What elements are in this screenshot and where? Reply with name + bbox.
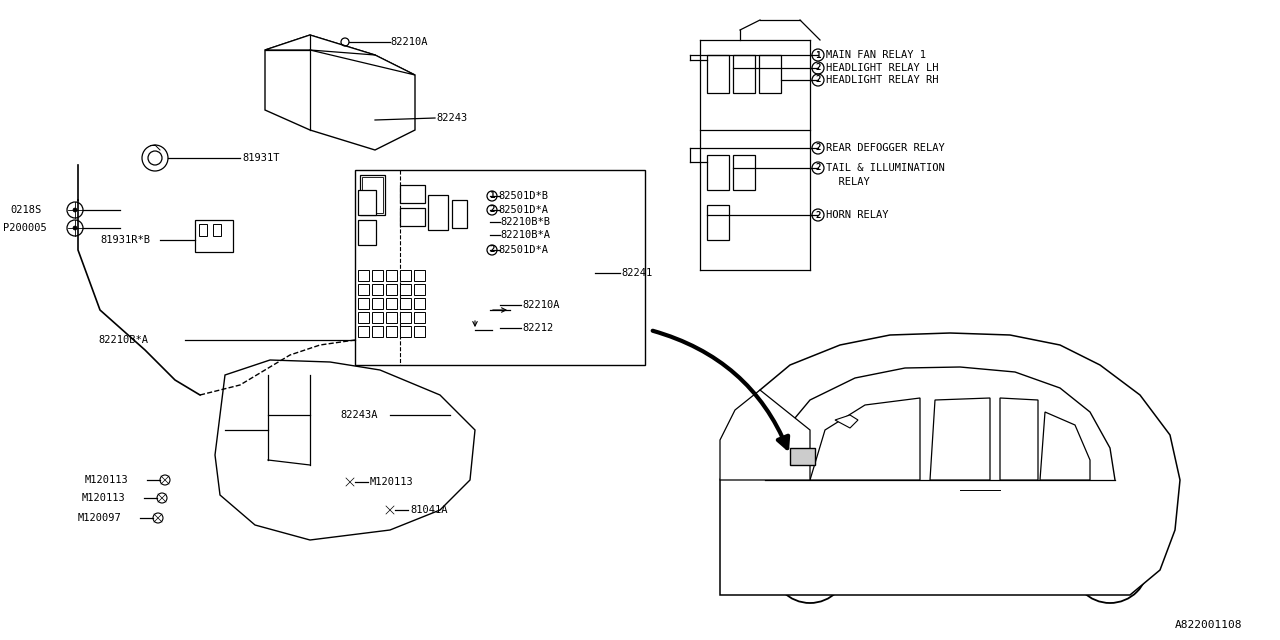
Bar bbox=[358, 298, 369, 309]
Text: 82210A: 82210A bbox=[522, 300, 559, 310]
Bar bbox=[358, 326, 369, 337]
Bar bbox=[452, 200, 467, 228]
Text: 82501D*A: 82501D*A bbox=[498, 245, 548, 255]
Polygon shape bbox=[362, 177, 383, 213]
Text: 82210B*A: 82210B*A bbox=[99, 335, 148, 345]
Bar bbox=[413, 326, 425, 337]
Text: M120097: M120097 bbox=[78, 513, 122, 523]
Bar bbox=[372, 270, 383, 281]
Bar bbox=[387, 312, 397, 323]
Bar bbox=[399, 185, 425, 203]
Bar bbox=[413, 312, 425, 323]
Text: 82241: 82241 bbox=[621, 268, 653, 278]
Text: RELAY: RELAY bbox=[826, 177, 869, 187]
Text: 82210B*A: 82210B*A bbox=[500, 230, 550, 240]
Bar bbox=[358, 312, 369, 323]
Polygon shape bbox=[360, 175, 385, 215]
Text: 81931R*B: 81931R*B bbox=[100, 235, 150, 245]
Bar bbox=[358, 190, 376, 215]
Bar bbox=[372, 284, 383, 295]
Text: 82212: 82212 bbox=[522, 323, 553, 333]
Text: M120113: M120113 bbox=[82, 493, 125, 503]
Text: 82210A: 82210A bbox=[390, 37, 428, 47]
Bar bbox=[358, 284, 369, 295]
Circle shape bbox=[73, 226, 77, 230]
Text: REAR DEFOGGER RELAY: REAR DEFOGGER RELAY bbox=[826, 143, 945, 153]
Text: 1: 1 bbox=[489, 191, 494, 200]
Bar bbox=[428, 195, 448, 230]
Bar bbox=[707, 205, 730, 240]
Polygon shape bbox=[810, 398, 920, 480]
Bar bbox=[399, 284, 411, 295]
Polygon shape bbox=[1000, 398, 1038, 480]
Text: 2: 2 bbox=[815, 143, 820, 152]
Polygon shape bbox=[835, 415, 858, 428]
Bar bbox=[195, 220, 233, 252]
Text: A822001108: A822001108 bbox=[1175, 620, 1243, 630]
Bar bbox=[372, 326, 383, 337]
Text: 1: 1 bbox=[815, 51, 820, 60]
Text: 82210B*B: 82210B*B bbox=[500, 217, 550, 227]
Text: M120113: M120113 bbox=[84, 475, 129, 485]
Bar bbox=[358, 270, 369, 281]
Text: P200005: P200005 bbox=[3, 223, 47, 233]
Bar bbox=[733, 155, 755, 190]
Polygon shape bbox=[1039, 412, 1091, 480]
Text: TAIL & ILLUMINATION: TAIL & ILLUMINATION bbox=[826, 163, 945, 173]
Bar bbox=[358, 220, 376, 245]
Bar bbox=[387, 326, 397, 337]
Text: MAIN FAN RELAY 1: MAIN FAN RELAY 1 bbox=[826, 50, 925, 60]
Text: 2: 2 bbox=[815, 211, 820, 220]
Text: 2: 2 bbox=[489, 205, 494, 214]
Bar bbox=[198, 224, 207, 236]
Text: 2: 2 bbox=[815, 163, 820, 173]
Text: 81041A: 81041A bbox=[410, 505, 448, 515]
Polygon shape bbox=[765, 367, 1115, 480]
Bar bbox=[387, 298, 397, 309]
Bar bbox=[212, 224, 221, 236]
Bar bbox=[399, 270, 411, 281]
Text: 81931T: 81931T bbox=[242, 153, 279, 163]
Bar bbox=[399, 298, 411, 309]
Circle shape bbox=[73, 208, 77, 212]
Bar bbox=[759, 55, 781, 93]
Bar bbox=[387, 284, 397, 295]
Text: HEADLIGHT RELAY LH: HEADLIGHT RELAY LH bbox=[826, 63, 938, 73]
Bar bbox=[372, 312, 383, 323]
Text: 2: 2 bbox=[815, 76, 820, 84]
Bar bbox=[707, 55, 730, 93]
Text: 0218S: 0218S bbox=[10, 205, 41, 215]
Bar bbox=[399, 208, 425, 226]
Text: HORN RELAY: HORN RELAY bbox=[826, 210, 888, 220]
Text: 2: 2 bbox=[815, 63, 820, 72]
Bar bbox=[355, 170, 645, 365]
Bar bbox=[387, 270, 397, 281]
Text: M120113: M120113 bbox=[370, 477, 413, 487]
Polygon shape bbox=[265, 35, 415, 150]
Bar bbox=[733, 55, 755, 93]
Bar bbox=[413, 298, 425, 309]
Text: 82243: 82243 bbox=[436, 113, 467, 123]
Polygon shape bbox=[265, 35, 415, 75]
Polygon shape bbox=[719, 333, 1180, 595]
Polygon shape bbox=[215, 360, 475, 540]
Text: 82501D*B: 82501D*B bbox=[498, 191, 548, 201]
Bar bbox=[707, 155, 730, 190]
Bar bbox=[413, 284, 425, 295]
Text: 82243A: 82243A bbox=[340, 410, 378, 420]
Text: HEADLIGHT RELAY RH: HEADLIGHT RELAY RH bbox=[826, 75, 938, 85]
Bar bbox=[372, 298, 383, 309]
Text: 82501D*A: 82501D*A bbox=[498, 205, 548, 215]
Polygon shape bbox=[719, 390, 810, 480]
Polygon shape bbox=[931, 398, 989, 480]
Bar bbox=[413, 270, 425, 281]
Bar bbox=[399, 326, 411, 337]
Bar bbox=[399, 312, 411, 323]
Polygon shape bbox=[790, 448, 815, 465]
Text: 2: 2 bbox=[489, 246, 494, 255]
